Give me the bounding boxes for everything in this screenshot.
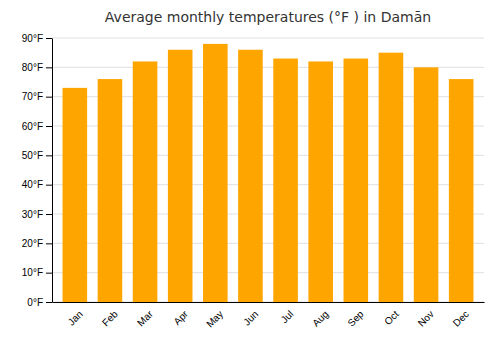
tick-mark: [46, 155, 52, 156]
tick-mark: [46, 214, 52, 215]
bar: [273, 59, 298, 302]
tick-label: Dec: [451, 308, 471, 328]
tick-label: 30°F: [22, 209, 43, 220]
x-tick: Sep: [345, 308, 366, 329]
tick-mark: [46, 243, 52, 244]
bar: [238, 50, 263, 302]
tick-label: 20°F: [22, 238, 43, 249]
bar: [168, 50, 193, 302]
tick-mark: [46, 38, 52, 39]
y-tick: 60°F: [22, 121, 52, 132]
grid: [52, 38, 484, 302]
x-tick: Jun: [241, 308, 260, 327]
bar: [63, 88, 88, 302]
bar: [379, 53, 404, 302]
tick-mark: [46, 185, 52, 186]
tick-mark: [46, 126, 52, 127]
y-tick: 30°F: [22, 209, 52, 220]
x-tick: Nov: [416, 308, 436, 328]
x-tick: Oct: [382, 308, 401, 327]
tick-mark: [46, 273, 52, 274]
bar: [308, 61, 333, 302]
axis-line: [53, 302, 485, 303]
tick-mark: [46, 97, 52, 98]
y-tick: 80°F: [22, 62, 52, 73]
x-tick: Jul: [279, 308, 296, 325]
bar: [203, 44, 228, 302]
y-tick: 90°F: [22, 33, 52, 44]
tick-label: Oct: [382, 308, 401, 327]
tick-label: Feb: [100, 308, 120, 328]
tick-mark: [46, 302, 52, 303]
tick-label: 90°F: [22, 33, 43, 44]
x-tick: May: [204, 308, 225, 329]
tick-label: Jun: [241, 308, 260, 327]
plot-area: [63, 44, 474, 302]
axis-line: [52, 39, 53, 303]
bar: [414, 67, 439, 302]
tick-label: Jan: [66, 308, 85, 327]
chart-title: Average monthly temperatures (°F ) in Da…: [105, 9, 431, 25]
tick-label: 60°F: [22, 121, 43, 132]
tick-label: 70°F: [22, 91, 43, 102]
tick-label: Sep: [345, 308, 366, 329]
x-axis: Jan Feb Mar Apr May Jun Jul Aug Sep Oct Nov Dec: [53, 303, 485, 330]
bar: [344, 59, 369, 302]
x-tick: Mar: [135, 308, 155, 328]
bar: [98, 79, 123, 302]
tick-label: 10°F: [22, 267, 43, 278]
x-tick: Dec: [451, 308, 471, 328]
tick-label: Mar: [135, 308, 155, 328]
x-tick: Jan: [66, 308, 85, 327]
tick-label: Apr: [171, 308, 190, 327]
tick-mark: [46, 67, 52, 68]
y-axis: 0°F 10°F 20°F 30°F 40°F 50°F 60°F 70°F 80°F 90°F: [22, 33, 53, 308]
tick-label: Aug: [310, 308, 330, 328]
tick-label: 50°F: [22, 150, 43, 161]
x-tick: Feb: [100, 308, 120, 328]
x-tick: Apr: [171, 308, 190, 327]
tick-label: Jul: [279, 308, 296, 325]
y-tick: 50°F: [22, 150, 52, 161]
tick-label: May: [204, 308, 225, 329]
bar: [133, 61, 158, 302]
chart-container: 0°F 10°F 20°F 30°F 40°F 50°F 60°F 70°F 80°F 90°F J…: [0, 0, 500, 350]
y-tick: 20°F: [22, 238, 52, 249]
y-tick: 10°F: [22, 267, 52, 278]
bar: [449, 79, 474, 302]
tick-label: 0°F: [27, 297, 43, 308]
y-tick: 0°F: [27, 297, 52, 308]
grid-line: [52, 38, 484, 39]
chart-svg: 0°F 10°F 20°F 30°F 40°F 50°F 60°F 70°F 80°F 90°F J…: [0, 0, 500, 350]
tick-label: Nov: [416, 308, 436, 328]
tick-label: 40°F: [22, 179, 43, 190]
y-tick: 70°F: [22, 91, 52, 102]
tick-label: 80°F: [22, 62, 43, 73]
x-tick: Aug: [310, 308, 330, 328]
y-tick: 40°F: [22, 179, 52, 190]
